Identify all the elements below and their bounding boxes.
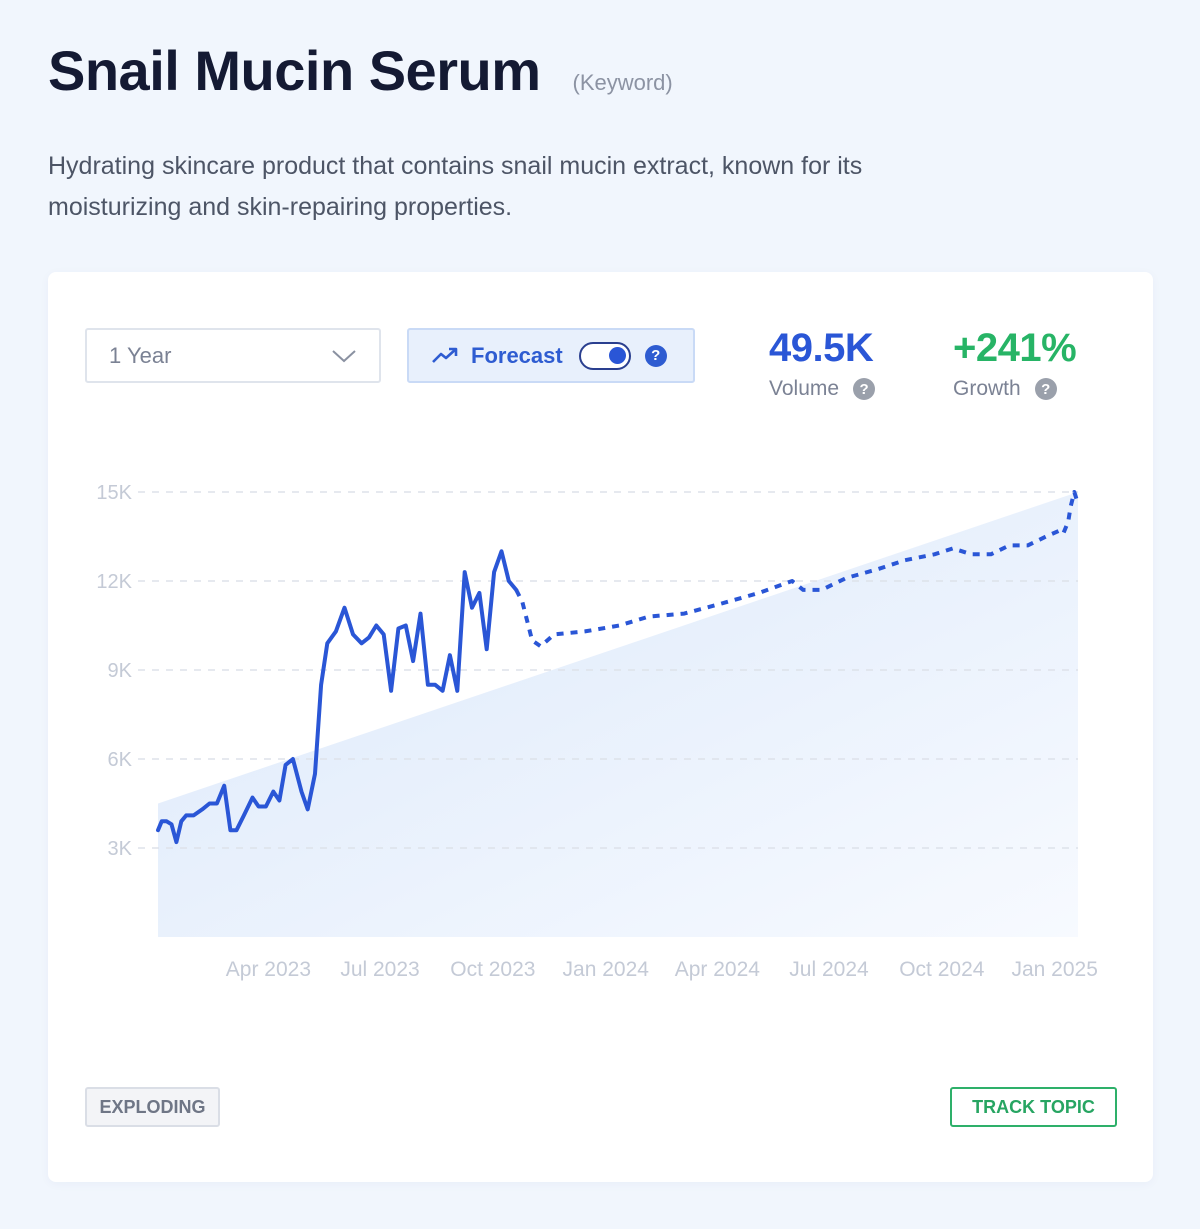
growth-help-icon[interactable]: ? [1034,378,1057,400]
x-tick-label: Apr 2024 [675,958,761,981]
track-topic-button[interactable]: TRACK TOPIC [950,1087,1117,1127]
forecast-label: Forecast [471,342,563,368]
growth-value: +241% [953,326,1077,370]
x-tick-label: Jul 2023 [340,958,419,981]
time-range-value: 1 Year [109,342,172,368]
chevron-down-icon [332,350,356,363]
volume-help-icon[interactable]: ? [853,378,876,400]
trend-area [158,492,1078,937]
topic-title: Snail Mucin Serum [48,39,541,102]
volume-metric: 49.5K Volume ? [769,326,876,401]
status-badge: EXPLODING [85,1087,220,1127]
trending-up-icon [432,347,458,363]
topic-header: Snail Mucin Serum (Keyword) [48,38,673,103]
x-tick-label: Jan 2025 [1011,958,1097,981]
y-tick-label: 3K [108,838,133,860]
y-tick-label: 9K [108,660,133,682]
trend-chart: 3K 6K 9K 12K 15K Apr 2023 Jul 2023 Oct 2023 Jan … [96,482,1097,981]
forecast-toggle[interactable] [578,341,631,370]
growth-label-row: Growth ? [953,377,1076,401]
forecast-control: Forecast ? [407,328,695,383]
toggle-knob [608,346,626,364]
trend-card: 1 Year Forecast ? 49.5K Volume ? +241% G… [48,272,1153,1182]
volume-label: Volume [769,377,840,400]
forecast-help-icon[interactable]: ? [644,344,667,367]
growth-metric: +241% Growth ? [953,326,1077,401]
growth-label: Growth [953,377,1021,400]
topic-description: Hydrating skincare product that contains… [48,152,863,221]
y-tick-label: 6K [108,749,133,771]
x-tick-label: Jul 2024 [789,958,869,981]
x-tick-label: Oct 2024 [899,958,985,981]
x-tick-label: Apr 2023 [226,958,311,981]
time-range-select[interactable]: 1 Year [85,328,381,383]
volume-value: 49.5K [769,326,874,370]
y-tick-label: 15K [96,482,132,504]
y-tick-label: 12K [96,571,132,593]
volume-label-row: Volume ? [769,377,876,401]
x-tick-label: Oct 2023 [450,958,535,981]
topic-kind-label: (Keyword) [572,70,673,95]
actual-line [156,549,519,845]
x-tick-label: Jan 2024 [563,958,650,981]
